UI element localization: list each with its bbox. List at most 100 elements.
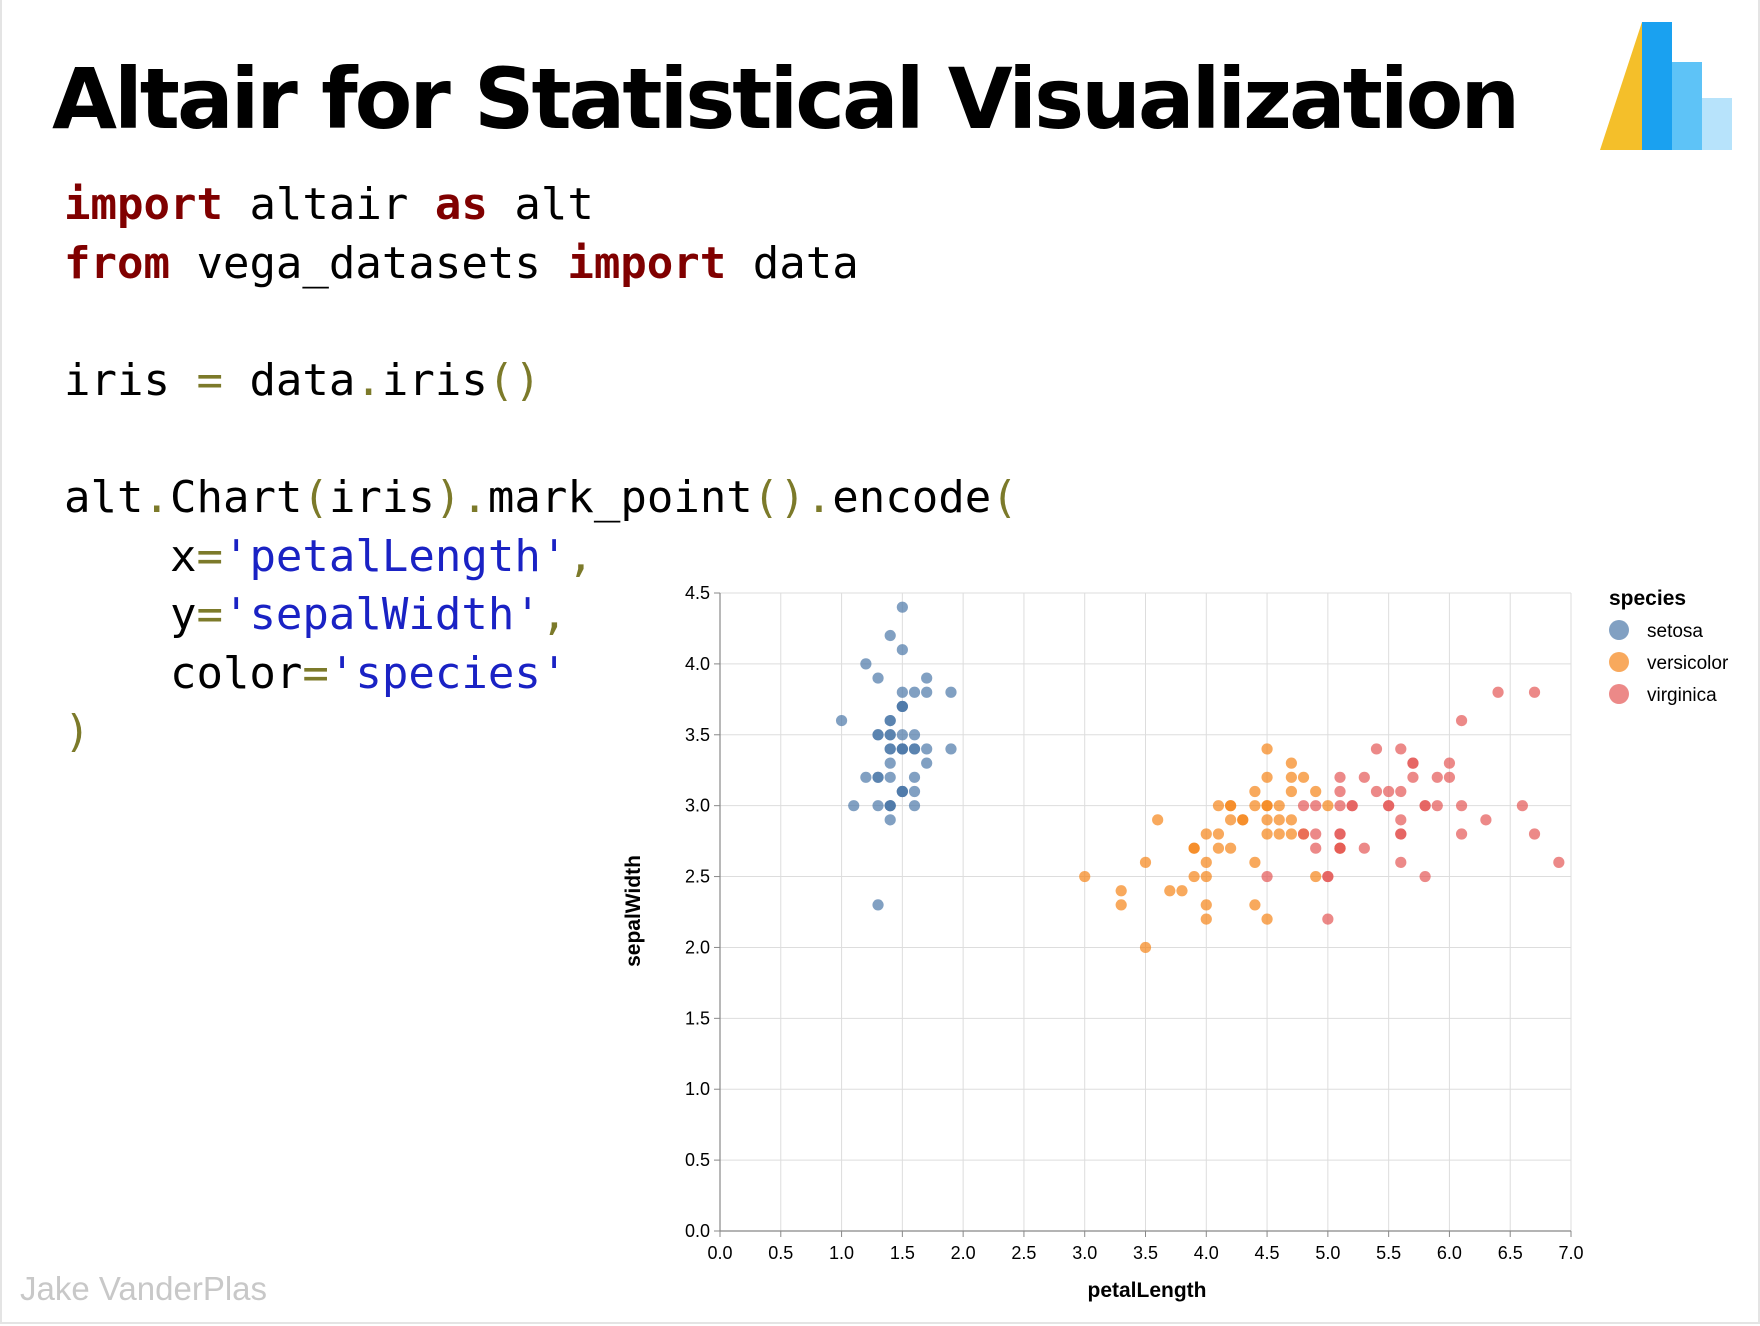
code-token: iris bbox=[64, 354, 197, 406]
point-setosa bbox=[872, 800, 884, 812]
point-versicolor bbox=[1225, 842, 1237, 854]
x-axis-title: petalLength bbox=[1088, 1279, 1207, 1302]
altair-logo-icon bbox=[1600, 22, 1732, 150]
x-tick-label: 1.5 bbox=[890, 1243, 915, 1263]
code-token: data bbox=[222, 354, 356, 406]
point-versicolor bbox=[1176, 885, 1188, 897]
point-virginica bbox=[1528, 828, 1541, 840]
code-token: mark_point bbox=[487, 471, 753, 523]
point-versicolor bbox=[1188, 870, 1200, 883]
point-versicolor bbox=[1200, 856, 1212, 868]
code-token: import bbox=[567, 237, 727, 289]
slide-title: Altair for Statistical Visualization bbox=[52, 50, 1520, 148]
point-setosa bbox=[908, 771, 921, 783]
point-virginica bbox=[1383, 785, 1395, 798]
y-tick-label: 4.5 bbox=[685, 583, 710, 603]
point-virginica bbox=[1419, 800, 1431, 812]
point-virginica bbox=[1395, 828, 1407, 840]
point-setosa bbox=[896, 729, 908, 741]
code-token: 'petalLength' bbox=[222, 530, 568, 582]
point-setosa bbox=[908, 785, 921, 798]
code-token: color bbox=[64, 647, 303, 699]
x-tick-label: 6.5 bbox=[1498, 1243, 1523, 1263]
code-token: iris bbox=[381, 354, 488, 406]
point-versicolor bbox=[1285, 785, 1297, 798]
point-versicolor bbox=[1261, 800, 1273, 812]
point-setosa bbox=[872, 899, 884, 911]
author-credit: Jake VanderPlas bbox=[20, 1270, 268, 1307]
y-tick-label: 1.0 bbox=[685, 1079, 710, 1099]
point-setosa bbox=[945, 743, 957, 755]
point-virginica bbox=[1370, 785, 1383, 798]
point-virginica bbox=[1395, 785, 1407, 798]
code-token: vega_datasets bbox=[169, 237, 568, 289]
point-versicolor bbox=[1152, 814, 1164, 826]
point-versicolor bbox=[1261, 913, 1273, 925]
code-token: = bbox=[196, 530, 223, 582]
y-tick-label: 2.0 bbox=[685, 937, 710, 957]
point-setosa bbox=[921, 757, 933, 769]
y-axis-title: sepalWidth bbox=[622, 855, 645, 967]
point-versicolor bbox=[1297, 771, 1310, 783]
point-versicolor bbox=[1212, 842, 1225, 854]
legend-symbol-versicolor bbox=[1609, 652, 1629, 672]
point-virginica bbox=[1455, 828, 1468, 840]
point-versicolor bbox=[1200, 899, 1212, 911]
x-tick-label: 7.0 bbox=[1558, 1243, 1583, 1263]
y-tick-label: 0.0 bbox=[685, 1221, 710, 1241]
logo-blue-bar bbox=[1642, 22, 1672, 150]
point-setosa bbox=[884, 743, 896, 755]
code-token: alt bbox=[64, 471, 144, 523]
point-setosa bbox=[884, 715, 896, 727]
x-tick-label: 4.0 bbox=[1194, 1243, 1219, 1263]
point-versicolor bbox=[1225, 814, 1237, 826]
point-versicolor bbox=[1139, 856, 1152, 868]
y-tick-label: 1.5 bbox=[685, 1008, 710, 1028]
point-versicolor bbox=[1261, 771, 1273, 783]
point-virginica bbox=[1310, 800, 1322, 812]
x-tick-label: 0.0 bbox=[707, 1243, 732, 1263]
point-virginica bbox=[1528, 686, 1541, 698]
point-virginica bbox=[1310, 828, 1322, 840]
code-token: iris bbox=[328, 471, 435, 523]
point-virginica bbox=[1310, 842, 1322, 854]
x-tick-label: 4.5 bbox=[1255, 1243, 1280, 1263]
legend-label-versicolor: versicolor bbox=[1647, 653, 1729, 674]
point-setosa bbox=[921, 672, 933, 684]
code-token: , bbox=[540, 589, 568, 641]
point-versicolor bbox=[1249, 785, 1261, 798]
x-tick-label: 0.5 bbox=[768, 1243, 793, 1263]
point-virginica bbox=[1431, 800, 1443, 812]
point-virginica bbox=[1322, 913, 1334, 925]
point-virginica bbox=[1334, 842, 1346, 854]
point-versicolor bbox=[1212, 828, 1225, 840]
code-token: 'sepalWidth' bbox=[222, 589, 541, 641]
point-versicolor bbox=[1200, 913, 1212, 925]
code-token: as bbox=[434, 179, 488, 230]
point-virginica bbox=[1346, 800, 1358, 812]
point-versicolor bbox=[1285, 814, 1297, 826]
point-virginica bbox=[1407, 757, 1419, 769]
point-versicolor bbox=[1200, 870, 1212, 883]
point-versicolor bbox=[1225, 800, 1237, 812]
point-versicolor bbox=[1212, 800, 1225, 812]
code-token: 'species' bbox=[328, 647, 568, 699]
scatter-chart: 0.0 0.5 1.0 1.5 2.0 2.5 3.0 3.5 4.0 4.5 5.0 5.5 6.0 6… bbox=[622, 583, 1729, 1302]
point-virginica bbox=[1322, 870, 1334, 883]
point-virginica bbox=[1370, 743, 1383, 755]
code-token: import bbox=[64, 179, 223, 230]
point-virginica bbox=[1553, 856, 1565, 868]
point-virginica bbox=[1455, 800, 1468, 812]
code-token: alt bbox=[487, 179, 594, 230]
point-virginica bbox=[1419, 870, 1431, 883]
point-setosa bbox=[848, 800, 860, 812]
point-versicolor bbox=[1261, 828, 1273, 840]
point-setosa bbox=[908, 686, 921, 698]
x-tick-label: 3.0 bbox=[1072, 1243, 1097, 1263]
code-token: x bbox=[64, 530, 197, 582]
point-virginica bbox=[1383, 800, 1395, 812]
point-versicolor bbox=[1273, 814, 1285, 826]
point-virginica bbox=[1334, 785, 1346, 798]
y-tick-label: 3.5 bbox=[685, 725, 710, 745]
